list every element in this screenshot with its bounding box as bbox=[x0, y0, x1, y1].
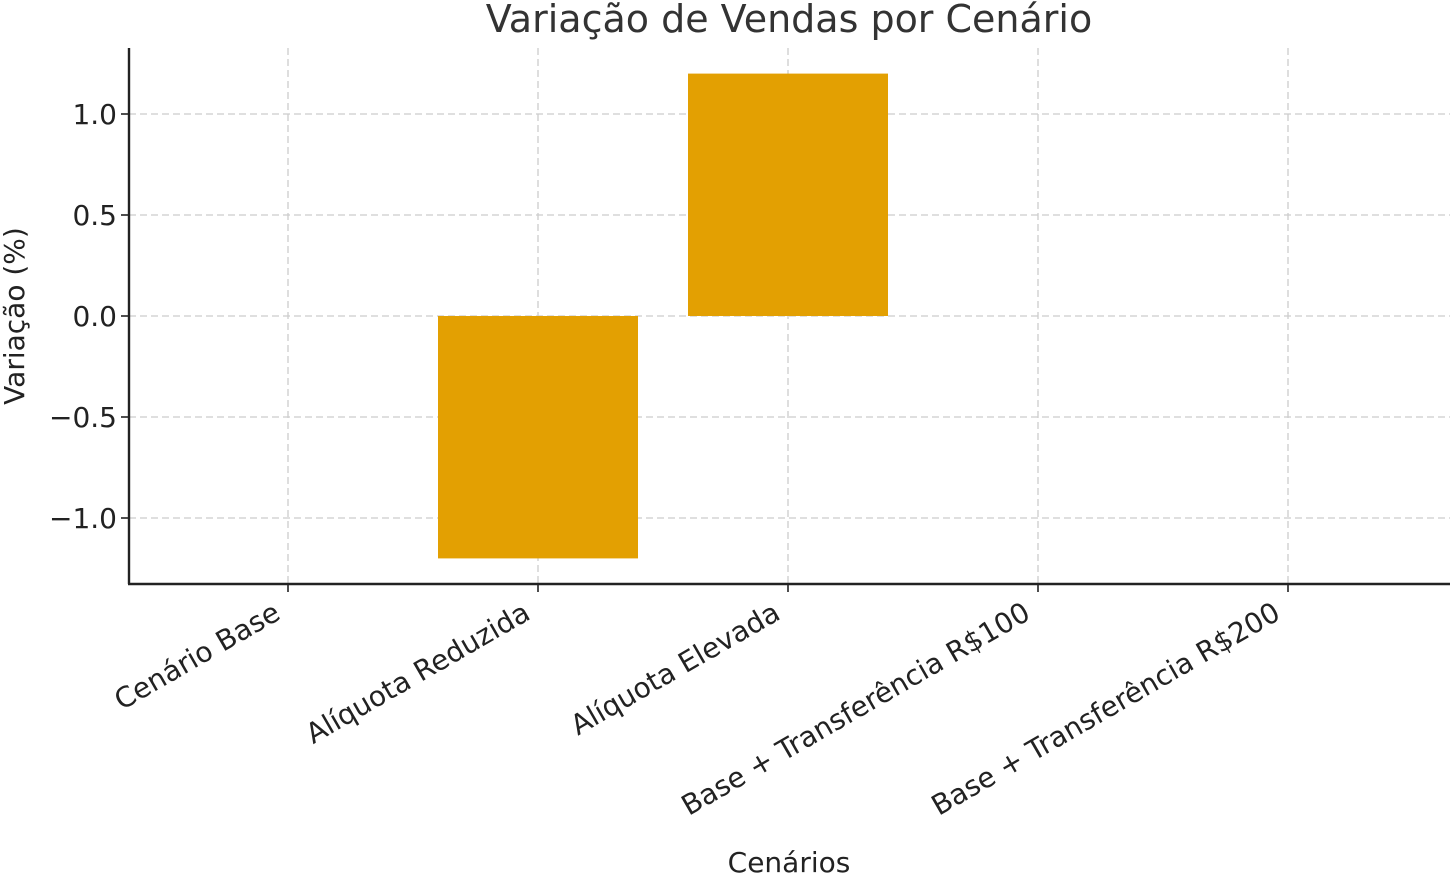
bars bbox=[438, 73, 888, 559]
bar bbox=[438, 316, 638, 559]
y-ticks: 1.0 0.5 0.0 −0.5 −1.0 bbox=[49, 98, 129, 535]
y-axis-label: Variação (%) bbox=[0, 227, 31, 405]
y-tick-label: 0.5 bbox=[72, 199, 117, 232]
y-tick-label: −0.5 bbox=[49, 401, 117, 434]
x-axis-label: Cenários bbox=[728, 846, 851, 876]
y-tick-label: 0.0 bbox=[72, 300, 117, 333]
bar bbox=[688, 73, 888, 316]
x-tick-label: Alíquota Reduzida bbox=[300, 595, 535, 750]
x-tick-label: Cenário Base bbox=[109, 595, 286, 716]
chart-title: Variação de Vendas por Cenário bbox=[486, 0, 1092, 41]
y-tick-label: −1.0 bbox=[49, 502, 117, 535]
y-tick-label: 1.0 bbox=[72, 98, 117, 131]
x-ticks: Cenário Base Alíquota Reduzida Alíquota El… bbox=[109, 584, 1289, 822]
x-tick-label: Alíquota Elevada bbox=[565, 595, 786, 741]
